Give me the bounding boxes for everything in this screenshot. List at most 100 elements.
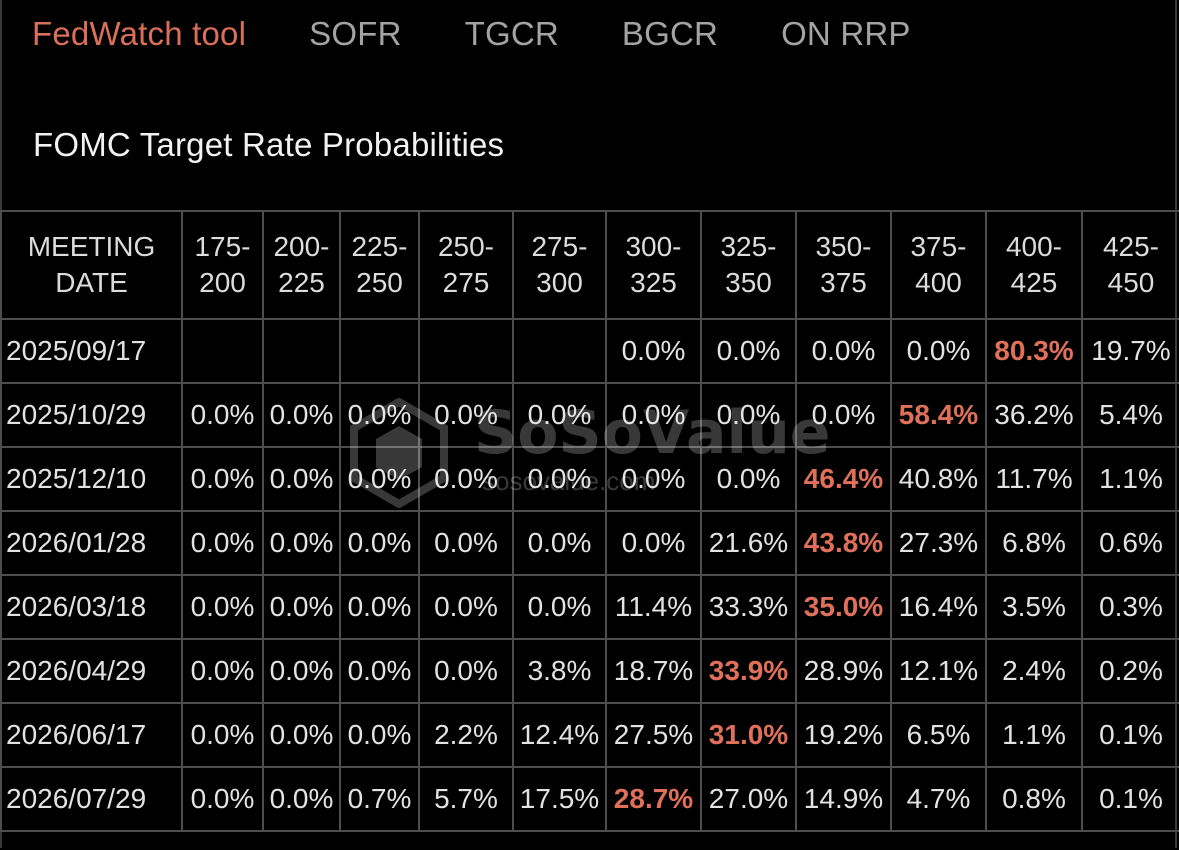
tab-tgcr[interactable]: TGCR (464, 15, 559, 52)
probability-cell: 0.0% (181, 638, 264, 704)
table-row: 2026/07/29 0.0% 0.0% 0.7% 5.7% 17.5% 28.7% 27.0… (0, 766, 1179, 832)
probability-cell (262, 318, 341, 384)
probability-cell: 0.0% (795, 382, 892, 448)
probability-cell-highlight: 35.0% (795, 574, 892, 640)
header-line: DATE (55, 267, 128, 298)
tab-on-rrp[interactable]: ON RRP (781, 15, 911, 52)
probability-cell-highlight: 58.4% (890, 382, 987, 448)
probability-cell: 19.2% (795, 702, 892, 768)
probability-cell: 0.0% (339, 446, 420, 512)
probability-cell: 0.0% (418, 382, 514, 448)
probability-cell: 0.7% (339, 766, 420, 832)
meeting-date-cell: 2026/04/29 (0, 638, 183, 704)
probability-cell-highlight: 46.4% (795, 446, 892, 512)
column-header-range: 300- 325 (605, 210, 702, 320)
probability-cell: 0.0% (512, 382, 607, 448)
header-line: 375 (820, 267, 867, 298)
probability-cell: 0.0% (339, 702, 420, 768)
probability-cell: 4.7% (890, 766, 987, 832)
meeting-date-cell: 2025/09/17 (0, 318, 183, 384)
probability-cell: 11.4% (605, 574, 702, 640)
probability-table-container: MEETING DATE 175- 200 200- 225 225- 250 250- 27… (0, 210, 1179, 832)
column-header-range: 350- 375 (795, 210, 892, 320)
meeting-date-cell: 2025/12/10 (0, 446, 183, 512)
column-header-range: 375- 400 (890, 210, 987, 320)
probability-cell: 2.4% (985, 638, 1083, 704)
header-line: 350 (725, 267, 772, 298)
probability-cell: 0.0% (700, 318, 797, 384)
probability-cell (418, 318, 514, 384)
header-line: 325 (630, 267, 677, 298)
probability-cell: 12.1% (890, 638, 987, 704)
header-line: 425- (1102, 231, 1160, 262)
probability-cell: 0.2% (1081, 638, 1179, 704)
probability-cell: 0.0% (700, 446, 797, 512)
probability-cell: 5.4% (1081, 382, 1179, 448)
tab-fedwatch-tool[interactable]: FedWatch tool (32, 15, 247, 52)
probability-cell: 0.0% (795, 318, 892, 384)
column-header-range: 175- 200 (181, 210, 264, 320)
probability-cell: 0.8% (985, 766, 1083, 832)
probability-cell: 3.8% (512, 638, 607, 704)
header-line: 175- (194, 231, 251, 262)
probability-cell: 0.0% (181, 510, 264, 576)
probability-cell: 0.0% (181, 702, 264, 768)
tab-sofr[interactable]: SOFR (309, 15, 402, 52)
table-row: 2026/04/29 0.0% 0.0% 0.0% 0.0% 3.8% 18.7% 33.9%… (0, 638, 1179, 704)
probability-cell: 6.5% (890, 702, 987, 768)
probability-cell-highlight: 28.7% (605, 766, 702, 832)
probability-cell: 0.0% (181, 382, 264, 448)
header-line: 225- (351, 231, 408, 262)
header-line: 275- (531, 231, 588, 262)
probability-cell: 0.0% (418, 446, 514, 512)
header-line: 250 (356, 267, 403, 298)
probability-cell-highlight: 43.8% (795, 510, 892, 576)
table-row: 2025/10/29 0.0% 0.0% 0.0% 0.0% 0.0% 0.0% 0.0% 0.… (0, 382, 1179, 448)
probability-cell: 0.0% (262, 766, 341, 832)
probability-cell: 21.6% (700, 510, 797, 576)
header-line: 275 (442, 267, 490, 298)
column-header-range: 400- 425 (985, 210, 1083, 320)
column-header-range: 250- 275 (418, 210, 514, 320)
probability-cell-highlight: 31.0% (700, 702, 797, 768)
tab-bgcr[interactable]: BGCR (621, 15, 719, 52)
probability-cell: 0.0% (262, 574, 341, 640)
probability-cell: 0.0% (181, 766, 264, 832)
probability-cell: 14.9% (795, 766, 892, 832)
probability-cell: 36.2% (985, 382, 1083, 448)
probability-cell: 0.0% (418, 638, 514, 704)
header-line: 375- (910, 231, 967, 262)
table-row: 2025/09/17 0.0% 0.0% 0.0% 0.0% 80.3% 19.7% (0, 318, 1179, 384)
probability-cell: 27.3% (890, 510, 987, 576)
header-line: 350- (815, 231, 872, 262)
probability-cell: 40.8% (890, 446, 987, 512)
header-line: 425 (1010, 267, 1058, 298)
probability-cell: 0.0% (605, 510, 702, 576)
probability-cell: 16.4% (890, 574, 987, 640)
probability-cell-highlight: 80.3% (985, 318, 1083, 384)
tab-bar: FedWatch tool SOFR TGCR BGCR ON RRP (32, 12, 974, 56)
meeting-date-cell: 2026/06/17 (0, 702, 183, 768)
column-header-range: 225- 250 (339, 210, 420, 320)
table-row: 2026/06/17 0.0% 0.0% 0.0% 2.2% 12.4% 27.5% 31.0… (0, 702, 1179, 768)
probability-cell: 0.1% (1081, 766, 1179, 832)
probability-cell: 0.0% (262, 446, 341, 512)
probability-cell: 0.0% (700, 382, 797, 448)
probability-cell: 33.3% (700, 574, 797, 640)
probability-cell: 0.0% (262, 382, 341, 448)
probability-cell: 0.0% (339, 382, 420, 448)
column-header-range: 275- 300 (512, 210, 607, 320)
header-line: 300 (536, 267, 583, 298)
column-header-range: 425- 450 (1081, 210, 1179, 320)
header-line: 400 (915, 267, 962, 298)
table-body: 2025/09/17 0.0% 0.0% 0.0% 0.0% 80.3% 19.7% 2025… (0, 318, 1179, 832)
probability-cell: 0.6% (1081, 510, 1179, 576)
header-line: 200 (199, 267, 246, 298)
probability-cell (339, 318, 420, 384)
table-header-row: MEETING DATE 175- 200 200- 225 225- 250 250- 27… (0, 210, 1179, 320)
meeting-date-cell: 2025/10/29 (0, 382, 183, 448)
probability-cell: 0.0% (890, 318, 987, 384)
table-row: 2026/03/18 0.0% 0.0% 0.0% 0.0% 0.0% 11.4% 33.3%… (0, 574, 1179, 640)
probability-cell: 11.7% (985, 446, 1083, 512)
probability-cell: 1.1% (1081, 446, 1179, 512)
